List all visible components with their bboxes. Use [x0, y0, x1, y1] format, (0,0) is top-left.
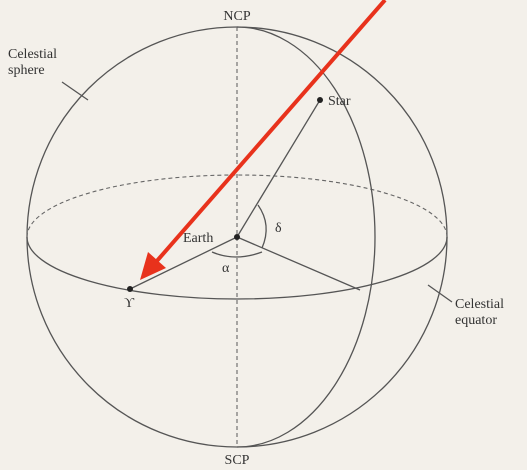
- star-dot: [317, 97, 323, 103]
- sphere-label: Celestial: [8, 47, 57, 62]
- alpha-label: α: [222, 261, 230, 276]
- earth-dot: [234, 234, 240, 240]
- sphere-leader: [61, 81, 89, 101]
- equator-label: equator: [455, 313, 497, 328]
- delta-label: δ: [275, 221, 282, 236]
- equator-front: [26, 236, 448, 300]
- delta-arc: [257, 204, 267, 249]
- equator-leader: [427, 284, 453, 303]
- sphere-label: sphere: [8, 63, 45, 78]
- earth-meridian-line: [236, 236, 361, 291]
- earth-star-line: [236, 99, 321, 238]
- ncp-label: NCP: [223, 9, 250, 24]
- earth-vernal-line: [129, 236, 238, 290]
- equator-label: Celestial: [455, 297, 504, 312]
- red-arrowhead: [140, 252, 166, 280]
- vernal-dot: [127, 286, 133, 292]
- scp-label: SCP: [225, 453, 250, 468]
- star-label: Star: [328, 94, 351, 109]
- earth-label: Earth: [183, 231, 213, 246]
- star-meridian: [236, 26, 376, 448]
- red-arrow: [154, 0, 387, 264]
- vernal-label: ϒ: [124, 296, 135, 311]
- alpha-arc: [211, 251, 263, 258]
